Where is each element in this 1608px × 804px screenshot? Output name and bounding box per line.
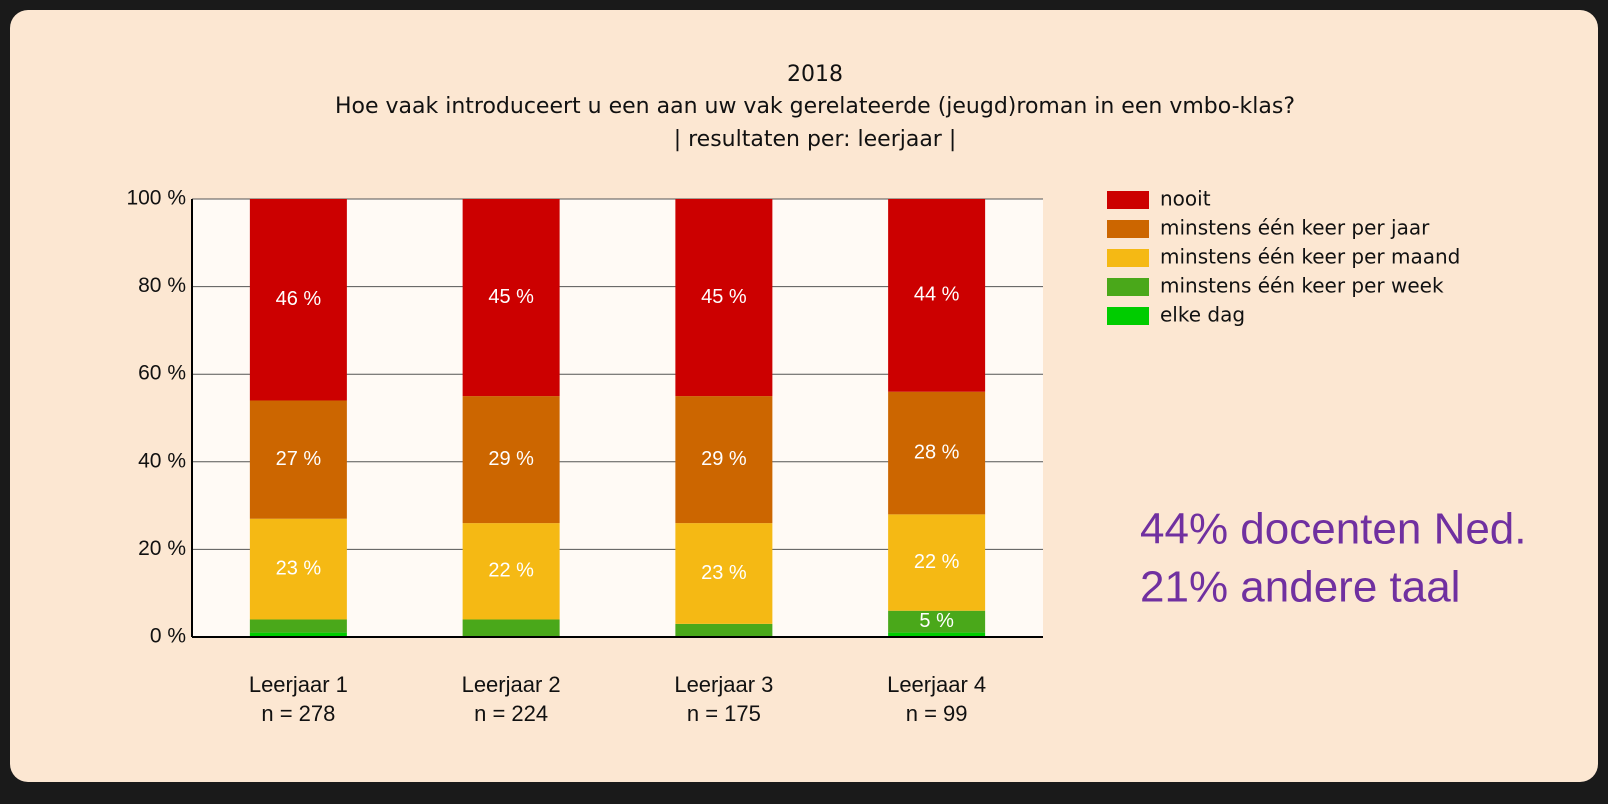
y-tick-label: 60 % [138,362,186,385]
bar-segment [675,523,773,624]
data-label: 22 % [914,551,960,573]
data-label: 29 % [701,448,747,470]
bar-segment [675,396,773,524]
data-label: 44 % [914,284,960,306]
bar-segment [249,619,347,633]
chart-subtitle: | resultaten per: leerjaar | [674,127,957,152]
bar-segment [462,523,560,620]
legend-swatch [1107,249,1149,267]
legend-swatch [1107,191,1149,209]
legend-label: elke dag [1160,303,1245,327]
data-label: 45 % [701,286,747,308]
annotation: 21% andere taal [1140,563,1460,612]
bar-segment [888,632,986,637]
data-label: 29 % [488,448,534,470]
chart-title: 2018 [787,62,843,87]
x-tick-label: Leerjaar 4 [887,672,986,697]
x-tick-sublabel: n = 99 [906,701,968,726]
x-tick-label: Leerjaar 3 [674,672,773,697]
data-label: 23 % [701,562,747,584]
x-tick-label: Leerjaar 2 [462,672,561,697]
bar-segment [249,400,347,519]
data-label: 5 % [919,610,954,632]
data-label: 46 % [276,288,322,310]
y-tick-label: 0 % [150,625,186,648]
legend-label: minstens één keer per maand [1160,245,1460,269]
data-label: 28 % [914,441,960,463]
y-tick-label: 20 % [138,537,186,560]
legend-label: minstens één keer per week [1160,274,1444,298]
bar-segment [888,199,986,392]
bar-segment [888,514,986,611]
bar-segment [888,391,986,515]
x-tick-label: Leerjaar 1 [249,672,348,697]
legend-swatch [1107,307,1149,325]
y-tick-label: 40 % [138,449,186,472]
data-label: 23 % [276,557,322,579]
bar-segment [462,396,560,524]
legend-swatch [1107,278,1149,296]
x-tick-sublabel: n = 278 [261,701,335,726]
y-tick-label: 100 % [126,187,186,210]
x-tick-sublabel: n = 224 [474,701,548,726]
bar-segment [249,632,347,637]
data-label: 22 % [488,560,534,582]
legend-label: minstens één keer per jaar [1160,216,1430,240]
chart-subtitle: Hoe vaak introduceert u een aan uw vak g… [335,94,1295,119]
data-label: 45 % [488,286,534,308]
bar-segment [249,518,347,620]
x-tick-sublabel: n = 175 [687,701,761,726]
bar-segment [249,199,347,401]
y-tick-label: 80 % [138,274,186,297]
bar-segment [462,619,560,637]
bar-segment [462,199,560,397]
bar-segment [888,610,986,633]
annotation: 44% docenten Ned. [1140,505,1527,554]
bar-segment [675,199,773,397]
legend-swatch [1107,220,1149,238]
bar-segment [675,623,773,637]
data-label: 27 % [276,448,322,470]
legend-label: nooit [1160,187,1211,211]
